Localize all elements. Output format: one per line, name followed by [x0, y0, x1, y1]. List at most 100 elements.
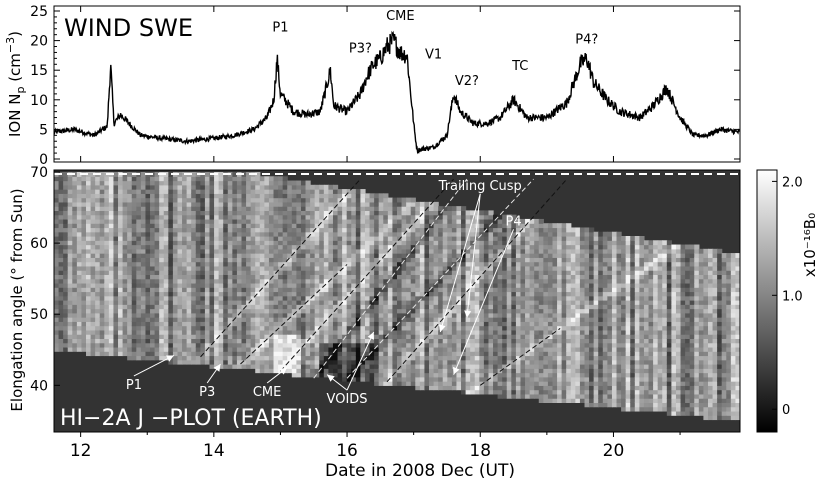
heatmap-cell [552, 376, 558, 382]
heatmap-cell [552, 282, 558, 288]
heatmap-cell [374, 227, 380, 233]
heatmap-cell [355, 193, 362, 199]
heatmap-cell [163, 197, 169, 203]
heatmap-cell [474, 236, 480, 241]
heatmap-cell [547, 261, 554, 267]
heatmap-cell [410, 240, 416, 246]
heatmap-cell [511, 240, 517, 246]
heatmap-cell [319, 317, 325, 322]
heatmap-cell [168, 244, 174, 250]
heatmap-cell [419, 244, 426, 250]
heatmap-cell [76, 278, 83, 284]
heatmap-cell [419, 368, 426, 374]
heatmap-cell [406, 300, 412, 305]
heatmap-cell [118, 329, 124, 335]
heatmap-cell [54, 334, 60, 339]
heatmap-cell [470, 389, 476, 395]
heatmap-cell [552, 248, 558, 254]
heatmap-cell [250, 325, 256, 331]
heatmap-cell [374, 304, 380, 310]
heatmap-cell [483, 244, 490, 250]
heatmap-cell [387, 210, 394, 216]
heatmap-cell [397, 218, 403, 224]
heatmap-cell [479, 308, 485, 314]
heatmap-cell [227, 300, 233, 305]
heatmap-cell [282, 184, 288, 190]
heatmap-cell [104, 218, 110, 224]
heatmap-cell [72, 214, 78, 220]
heatmap-cell [310, 321, 316, 327]
heatmap-cell [118, 214, 124, 220]
heatmap-cell [557, 334, 563, 339]
heatmap-cell [397, 325, 403, 331]
heatmap-cell [483, 261, 490, 267]
heatmap-cell [547, 300, 554, 305]
heatmap-cell [387, 359, 394, 365]
heatmap-cell [177, 287, 183, 293]
heatmap-cell [63, 287, 69, 293]
heatmap-cell [543, 342, 549, 348]
heatmap-cell [401, 368, 407, 374]
heatmap-cell [346, 210, 352, 216]
heatmap-cell [387, 334, 394, 339]
top-annotation: TC [511, 59, 528, 74]
heatmap-cell [538, 223, 544, 229]
heatmap-cell [506, 338, 512, 344]
heatmap-cell [529, 304, 535, 310]
heatmap-cell [273, 176, 279, 182]
heatmap-cell [557, 308, 563, 314]
heatmap-cell [323, 321, 329, 327]
heatmap-cell [163, 236, 169, 241]
heatmap-cell [438, 240, 444, 246]
heatmap-cell [310, 261, 316, 267]
heatmap-cell [456, 295, 462, 301]
heatmap-cell [461, 265, 467, 271]
heatmap-cell [323, 206, 329, 211]
heatmap-cell [150, 291, 156, 297]
heatmap-cell [529, 325, 535, 331]
heatmap-cell [429, 287, 435, 293]
heatmap-cell [154, 282, 160, 288]
heatmap-cell [122, 351, 128, 357]
heatmap-cell [268, 312, 275, 318]
heatmap-cell [86, 218, 92, 224]
heatmap-cell [543, 393, 549, 399]
heatmap-cell [465, 270, 471, 275]
heatmap-cell [470, 364, 476, 369]
heatmap-cell [241, 201, 247, 207]
heatmap-cell [323, 244, 329, 250]
heatmap-cell [442, 282, 448, 288]
heatmap-cell [296, 193, 302, 199]
heatmap-cell [300, 287, 307, 293]
heatmap-cell [538, 372, 544, 378]
heatmap-cell [547, 248, 554, 254]
heatmap-cell [401, 317, 407, 322]
heatmap-cell [67, 193, 73, 199]
heatmap-cell [479, 282, 485, 288]
heatmap-cell [360, 342, 366, 348]
heatmap-cell [369, 295, 375, 301]
heatmap-cell [282, 334, 288, 339]
heatmap-cell [159, 201, 165, 207]
heatmap-cell [369, 274, 375, 280]
heatmap-cell [342, 321, 348, 327]
heatmap-cell [483, 385, 490, 391]
heatmap-cell [529, 236, 535, 241]
heatmap-cell [214, 270, 220, 275]
heatmap-cell [291, 274, 297, 280]
heatmap-cell [232, 304, 238, 310]
heatmap-cell [282, 176, 288, 182]
heatmap-cell [323, 231, 329, 237]
heatmap-cell [236, 193, 243, 199]
heatmap-cell [291, 193, 297, 199]
heatmap-cell [118, 312, 124, 318]
heatmap-cell [488, 312, 494, 318]
heatmap-cell [204, 197, 211, 203]
heatmap-cell [255, 312, 261, 318]
heatmap-cell [223, 329, 229, 335]
heatmap-cell [392, 287, 398, 293]
heatmap-cell [131, 223, 137, 229]
heatmap-cell [561, 244, 567, 250]
heatmap-cell [63, 206, 69, 211]
heatmap-cell [506, 355, 512, 361]
